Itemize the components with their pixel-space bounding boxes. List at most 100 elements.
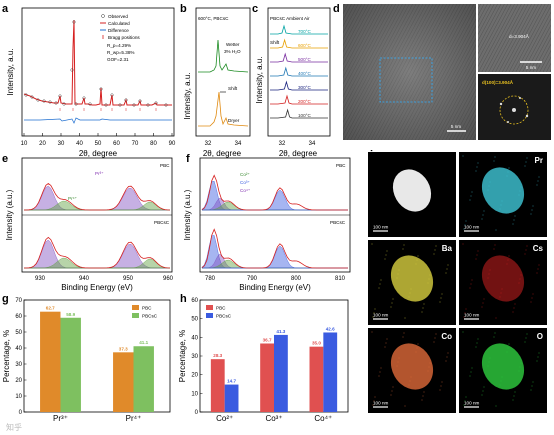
xrd-x-tick-label: 60 bbox=[113, 141, 120, 147]
xrd-observed-point bbox=[118, 103, 122, 107]
noise-dot bbox=[440, 297, 442, 299]
y-tick-label: 50 bbox=[191, 317, 198, 323]
panel-label-e: e bbox=[2, 153, 8, 165]
noise-dot bbox=[489, 181, 491, 183]
noise-dot bbox=[524, 253, 526, 255]
noise-dot bbox=[488, 273, 490, 275]
noise-dot bbox=[463, 404, 465, 406]
noise-dot bbox=[507, 171, 509, 173]
hrtem-selected-region bbox=[379, 57, 433, 103]
xrd-x-tick-label: 40 bbox=[76, 141, 83, 147]
panel-label-f: f bbox=[186, 153, 190, 165]
e-tick-940: 940 bbox=[79, 276, 90, 282]
noise-dot bbox=[475, 346, 477, 348]
noise-dot bbox=[465, 308, 467, 310]
noise-dot bbox=[536, 272, 538, 274]
legend-difference: Difference bbox=[108, 28, 129, 33]
panel-label-a: a bbox=[2, 3, 9, 15]
y-tick-label: 30 bbox=[15, 362, 22, 368]
noise-dot bbox=[512, 223, 514, 225]
noise-dot bbox=[470, 283, 472, 285]
xrd-observed-point bbox=[164, 103, 168, 107]
e-tick-950: 950 bbox=[123, 276, 134, 282]
noise-dot bbox=[500, 380, 502, 382]
noise-dot bbox=[476, 166, 478, 168]
legend-swatch bbox=[132, 305, 139, 310]
xrd-observed-point bbox=[42, 99, 46, 103]
noise-dot bbox=[493, 336, 495, 338]
bar-chart-ylabel: Percentage, % bbox=[2, 330, 11, 382]
noise-dot bbox=[482, 390, 484, 392]
panel-f-xlabel: Binding Energy (eV) bbox=[239, 283, 311, 292]
panel-label-b: b bbox=[180, 3, 187, 15]
noise-dot bbox=[380, 367, 382, 369]
watermark: 知乎 bbox=[6, 422, 22, 432]
wetter-pattern bbox=[198, 39, 249, 73]
element-label: Co bbox=[441, 332, 452, 341]
noise-dot bbox=[513, 307, 515, 309]
panel-b: b 600°C, PBCsC Wetter 3% H₂O Shift Dryer… bbox=[180, 3, 251, 158]
noise-dot bbox=[398, 357, 400, 359]
legend-label: PBCsC bbox=[216, 314, 232, 319]
y-tick-label: 0 bbox=[195, 410, 199, 416]
xrd-observed-point bbox=[74, 102, 78, 106]
dryer-pattern bbox=[198, 91, 249, 127]
noise-dot bbox=[390, 306, 392, 308]
noise-dot bbox=[464, 400, 466, 402]
panel-b-ylabel: Intensity, a.u. bbox=[183, 73, 192, 120]
noise-dot bbox=[536, 184, 538, 186]
noise-dot bbox=[481, 394, 483, 396]
noise-dot bbox=[513, 219, 515, 221]
noise-dot bbox=[462, 243, 464, 245]
noise-dot bbox=[536, 360, 538, 362]
fft-d100-label: d(100)=3.904Å bbox=[482, 79, 514, 85]
bar-value-label: 14.7 bbox=[227, 379, 236, 384]
noise-dot bbox=[481, 306, 483, 308]
xps-envelope bbox=[201, 174, 348, 211]
bar-chart-ylabel: Percentage, % bbox=[178, 330, 187, 382]
panel-b-header: 600°C, PBCsC bbox=[198, 16, 229, 21]
bar bbox=[210, 359, 225, 412]
xrd-observed-point bbox=[24, 93, 28, 97]
legend-calculated: Calculated bbox=[108, 21, 130, 26]
noise-dot bbox=[372, 404, 374, 406]
element-label: Pr bbox=[535, 156, 543, 165]
noise-dot bbox=[386, 338, 388, 340]
noise-dot bbox=[508, 255, 510, 257]
label-shift-b: Shift bbox=[228, 86, 238, 91]
e-tick-930: 930 bbox=[35, 276, 46, 282]
noise-dot bbox=[378, 287, 380, 289]
noise-dot bbox=[373, 400, 375, 402]
bar bbox=[133, 346, 154, 412]
noise-dot bbox=[513, 395, 515, 397]
xrd-observed-point bbox=[58, 94, 62, 98]
noise-dot bbox=[518, 282, 520, 284]
noise-dot bbox=[487, 189, 489, 191]
bar bbox=[309, 346, 324, 412]
temperature-trace bbox=[270, 24, 328, 35]
e-tick-960: 960 bbox=[163, 276, 174, 282]
bar bbox=[274, 334, 288, 412]
xrd-observed-point bbox=[154, 101, 158, 105]
noise-dot bbox=[506, 175, 508, 177]
element-label: Cs bbox=[533, 244, 544, 253]
label-shift-c: Shift bbox=[270, 40, 280, 45]
noise-dot bbox=[417, 343, 419, 345]
panel-label-g: g bbox=[2, 293, 9, 305]
noise-dot bbox=[531, 297, 533, 299]
panel-h: h 0 10 20 30 40 50 60 Percentage, % Co²⁺ 28.3 14.7… bbox=[178, 293, 349, 423]
f-tick-800: 800 bbox=[291, 276, 302, 282]
noise-dot bbox=[512, 399, 514, 401]
panel-b-xlabel: 2θ, degree bbox=[203, 149, 242, 158]
temperature-trace bbox=[270, 108, 328, 119]
noise-dot bbox=[499, 296, 501, 298]
noise-dot bbox=[499, 384, 501, 386]
noise-dot bbox=[470, 371, 472, 373]
noise-dot bbox=[378, 375, 380, 377]
y-tick-label: 60 bbox=[191, 298, 198, 304]
noise-dot bbox=[462, 155, 464, 157]
noise-dot bbox=[372, 316, 374, 318]
bar-value-label: 37.3 bbox=[119, 346, 128, 351]
xps-envelope bbox=[24, 182, 171, 211]
